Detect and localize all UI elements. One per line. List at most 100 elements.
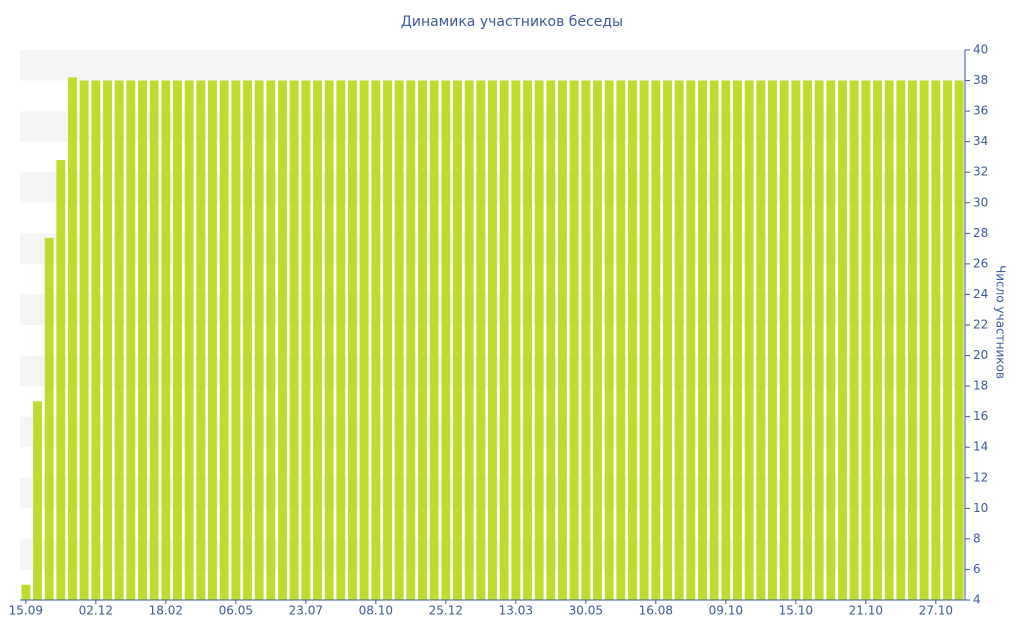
- bar: [348, 80, 357, 601]
- bar: [861, 80, 871, 601]
- bar: [278, 80, 287, 601]
- y-tick-label: 40: [973, 43, 988, 57]
- bar: [651, 80, 661, 601]
- bar: [628, 80, 637, 601]
- bar: [546, 80, 556, 601]
- bar: [744, 80, 754, 601]
- bar: [383, 80, 392, 601]
- bar: [931, 80, 941, 601]
- bar: [429, 80, 439, 601]
- bar: [663, 80, 672, 601]
- y-tick-label: 14: [973, 440, 988, 454]
- grid-band: [20, 50, 965, 81]
- bar: [756, 80, 766, 601]
- bar: [686, 80, 696, 601]
- bar: [161, 80, 171, 601]
- y-tick-label: 34: [973, 134, 988, 148]
- bar: [138, 80, 147, 601]
- bar: [709, 80, 719, 601]
- bar: [814, 80, 824, 601]
- y-tick-label: 6: [973, 562, 981, 576]
- y-tick-label: 26: [973, 256, 988, 270]
- x-tick-label: 06.05: [219, 604, 253, 618]
- bar: [849, 80, 859, 601]
- bar: [359, 80, 369, 601]
- bar: [33, 401, 42, 600]
- bar: [721, 80, 731, 601]
- y-tick-label: 32: [973, 165, 988, 179]
- bar: [943, 80, 952, 601]
- bar: [779, 80, 789, 601]
- bar: [733, 80, 742, 601]
- x-tick-label: 27.10: [919, 604, 953, 618]
- bar: [79, 80, 89, 601]
- bar: [534, 80, 544, 601]
- bar: [91, 80, 101, 601]
- bar: [488, 80, 497, 601]
- bar: [266, 80, 276, 601]
- bar: [464, 80, 474, 601]
- bar: [126, 80, 136, 601]
- bar: [698, 80, 707, 601]
- bar: [908, 80, 917, 601]
- bar: [476, 80, 486, 601]
- bar: [826, 80, 836, 601]
- bar: [208, 80, 217, 601]
- y-tick-label: 20: [973, 348, 988, 362]
- y-tick-label: 18: [973, 379, 988, 393]
- x-tick-label: 18.02: [149, 604, 183, 618]
- bar: [511, 80, 521, 601]
- bar: [219, 80, 229, 601]
- bar: [919, 80, 929, 601]
- x-tick-label: 16.08: [639, 604, 673, 618]
- bar: [289, 80, 299, 601]
- bar: [523, 80, 532, 601]
- bar: [301, 80, 311, 601]
- y-tick-label: 16: [973, 409, 988, 423]
- bar: [558, 80, 567, 601]
- bar: [803, 80, 812, 601]
- bar: [838, 80, 847, 601]
- bar: [453, 80, 462, 601]
- y-tick-label: 38: [973, 73, 988, 87]
- bar: [371, 80, 381, 601]
- bar: [954, 80, 964, 601]
- bar: [768, 80, 777, 601]
- bar: [674, 80, 684, 601]
- bar: [604, 80, 614, 601]
- bar: [173, 80, 182, 601]
- bar: [639, 80, 649, 601]
- bar: [114, 80, 124, 601]
- bar: [791, 80, 801, 601]
- bar: [254, 80, 264, 601]
- y-tick-label: 30: [973, 195, 988, 209]
- bar: [21, 584, 31, 600]
- bar: [896, 80, 906, 601]
- bar: [243, 80, 252, 601]
- x-tick-label: 09.10: [709, 604, 743, 618]
- bar: [196, 80, 206, 601]
- bar: [56, 160, 66, 600]
- y-tick-label: 12: [973, 470, 988, 484]
- bar: [336, 80, 346, 601]
- x-tick-label: 13.03: [499, 604, 533, 618]
- chart-title: Динамика участников беседы: [401, 14, 623, 30]
- bar: [418, 80, 427, 601]
- x-tick-label: 30.05: [569, 604, 603, 618]
- x-tick-label: 25.12: [429, 604, 463, 618]
- y-tick-label: 4: [973, 593, 981, 607]
- bar: [569, 80, 579, 601]
- bar: [103, 80, 112, 601]
- y-tick-label: 8: [973, 531, 981, 545]
- bar: [394, 80, 404, 601]
- bar: [873, 80, 882, 601]
- y-tick-label: 28: [973, 226, 988, 240]
- x-tick-label: 23.07: [289, 604, 323, 618]
- bar: [149, 80, 159, 601]
- bar: [884, 80, 894, 601]
- y-tick-label: 10: [973, 501, 988, 515]
- bar: [324, 80, 334, 601]
- y-tick-label: 24: [973, 287, 988, 301]
- y-axis-label: Число участников: [994, 265, 1008, 379]
